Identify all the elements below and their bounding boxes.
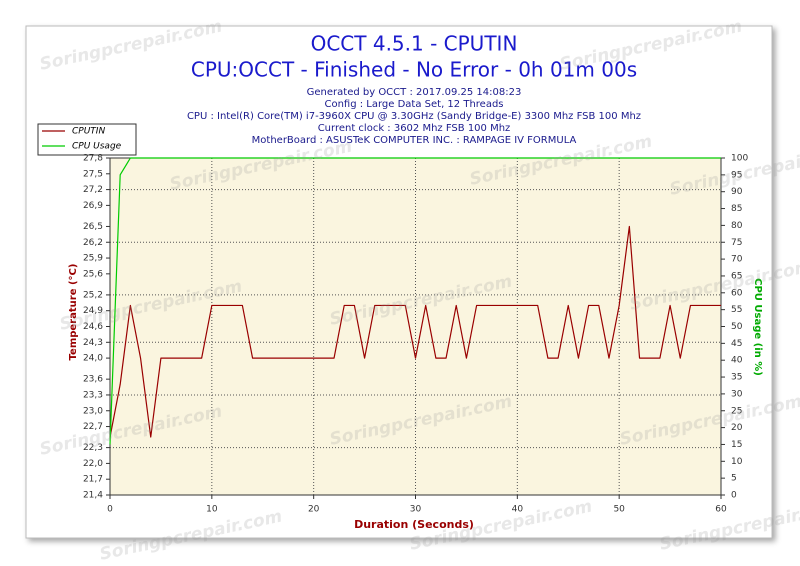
y-tick-label: 24,9: [83, 306, 103, 316]
y-tick-label: 25,6: [83, 269, 103, 279]
chart-subtitle: CPU:OCCT - Finished - No Error - 0h 01m …: [191, 58, 637, 82]
info-line: Current clock : 3602 Mhz FSB 100 Mhz: [318, 123, 511, 134]
y-tick-label: 22,3: [83, 443, 103, 453]
y2-tick-label: 40: [731, 356, 743, 366]
y-tick-label: 21,7: [83, 475, 103, 485]
info-line: MotherBoard : ASUSTeK COMPUTER INC. : RA…: [252, 135, 577, 146]
x-tick-label: 0: [107, 505, 113, 515]
y-tick-label: 23,6: [83, 375, 103, 385]
chart-title: OCCT 4.5.1 - CPUTIN: [311, 32, 518, 56]
y2-tick-label: 85: [731, 204, 742, 214]
legend-label: CPUTIN: [72, 127, 105, 137]
series-line: [109, 157, 721, 445]
y2-tick-label: 45: [731, 339, 742, 349]
y2-tick-label: 80: [731, 221, 743, 231]
y-tick-label: 24,0: [83, 354, 103, 364]
y2-tick-label: 100: [731, 154, 748, 164]
x-tick-label: 40: [512, 505, 524, 515]
info-line: Generated by OCCT : 2017.09.25 14:08:23: [307, 87, 522, 98]
y2-tick-label: 0: [731, 491, 737, 501]
x-tick-label: 50: [613, 505, 625, 515]
series-line: [109, 225, 721, 438]
y-tick-label: 27,8: [83, 154, 103, 164]
info-line: CPU : Intel(R) Core(TM) i7-3960X CPU @ 3…: [187, 111, 641, 122]
y-tick-label: 26,5: [83, 222, 103, 232]
y-tick-label: 26,2: [83, 238, 103, 248]
y-axis-label: Temperature (°C): [68, 264, 79, 361]
y-tick-label: 26,9: [83, 201, 103, 211]
legend: [37, 123, 137, 156]
y-tick-label: 24,3: [83, 338, 103, 348]
y2-tick-label: 10: [731, 457, 743, 467]
legend-label: CPU Usage: [72, 142, 122, 152]
y-tick-label: 23,3: [83, 390, 103, 400]
y-tick-label: 24,6: [83, 322, 103, 332]
y-tick-label: 21,4: [83, 491, 103, 501]
y2-tick-label: 25: [731, 406, 742, 416]
y2-tick-label: 50: [731, 322, 743, 332]
x-tick-label: 20: [308, 505, 320, 515]
y-tick-label: 25,9: [83, 254, 103, 264]
y2-tick-label: 20: [731, 423, 743, 433]
y2-tick-label: 35: [731, 373, 742, 383]
x-tick-label: 10: [206, 505, 218, 515]
y2-tick-label: 55: [731, 305, 742, 315]
y-tick-label: 23,0: [83, 406, 103, 416]
x-tick-label: 30: [410, 505, 422, 515]
y-tick-label: 25,2: [83, 290, 103, 300]
y2-tick-label: 65: [731, 271, 742, 281]
y2-tick-label: 60: [731, 288, 743, 298]
x-axis-label: Duration (Seconds): [354, 518, 474, 531]
y2-tick-label: 75: [731, 238, 742, 248]
y-tick-label: 27,5: [83, 169, 103, 179]
y2-tick-label: 30: [731, 389, 743, 399]
y-tick-label: 22,7: [83, 422, 103, 432]
y2-tick-label: 70: [731, 255, 743, 265]
y2-tick-label: 5: [731, 474, 737, 484]
y-tick-label: 27,2: [83, 185, 103, 195]
y-tick-label: 22,0: [83, 459, 103, 469]
y2-tick-label: 90: [731, 187, 743, 197]
y2-axis-label: CPU Usage (in %): [752, 278, 763, 376]
x-tick-label: 60: [715, 505, 727, 515]
y2-tick-label: 15: [731, 440, 742, 450]
y2-tick-label: 95: [731, 170, 742, 180]
info-line: Config : Large Data Set, 12 Threads: [324, 99, 503, 110]
